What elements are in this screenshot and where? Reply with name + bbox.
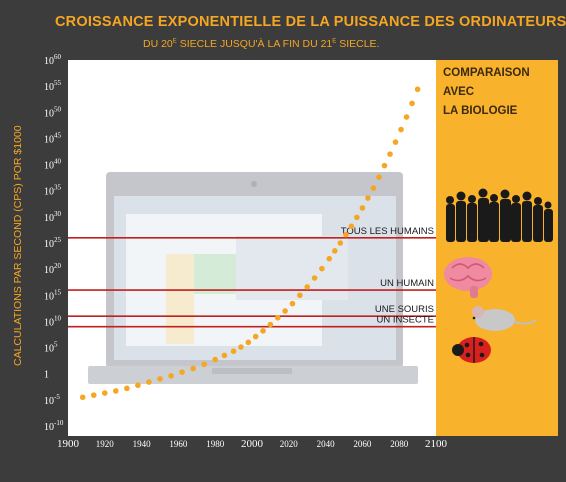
y-tick-label: 1015 xyxy=(44,288,62,302)
data-point xyxy=(179,369,185,375)
y-tick-label: 1025 xyxy=(44,236,62,250)
y-tick-label: 1035 xyxy=(44,184,62,198)
data-point xyxy=(260,328,266,334)
y-tick-label: 10-10 xyxy=(44,419,64,433)
data-point xyxy=(90,392,97,398)
x-tick-label: 1980 xyxy=(206,439,225,449)
reference-line-label: UN INSECTE xyxy=(376,315,434,326)
data-point xyxy=(79,394,86,401)
data-point xyxy=(343,231,349,238)
data-point xyxy=(230,348,237,355)
reference-line-label: UN HUMAIN xyxy=(380,278,434,289)
y-tick-label: 1045 xyxy=(44,131,62,145)
data-point xyxy=(267,321,274,328)
data-point xyxy=(135,382,141,389)
x-tick-label: 1920 xyxy=(96,439,115,449)
data-point xyxy=(376,174,382,180)
data-point xyxy=(221,352,228,359)
brain-icon xyxy=(444,257,492,298)
data-point xyxy=(409,100,415,107)
y-tick-label: 1 xyxy=(44,370,49,381)
data-point xyxy=(387,151,393,157)
data-point xyxy=(319,265,325,272)
data-point xyxy=(359,205,366,211)
laptop-background-icon xyxy=(88,172,418,384)
y-tick-label: 1050 xyxy=(44,105,62,119)
data-point xyxy=(392,139,399,145)
data-point xyxy=(311,275,318,281)
crowd-icon xyxy=(446,188,553,242)
data-point xyxy=(113,388,119,394)
data-point xyxy=(332,248,338,254)
data-point xyxy=(398,126,404,133)
data-point xyxy=(201,361,207,368)
chart-subtitle: DU 20E SIECLE JUSQU'À LA FIN DU 21E SIEC… xyxy=(143,38,380,50)
data-point xyxy=(190,365,196,372)
mouse-icon xyxy=(472,306,537,331)
data-point xyxy=(297,292,303,299)
y-axis-label: CALCULATIONS PAR SECOND (CPS) POR $1000 xyxy=(12,125,24,366)
y-tick-label: 1030 xyxy=(44,210,62,224)
x-tick-label: 2080 xyxy=(390,439,409,449)
data-point xyxy=(282,308,288,314)
x-tick-label: 2060 xyxy=(353,439,372,449)
x-tick-label: 2100 xyxy=(425,438,448,450)
data-point xyxy=(403,114,410,120)
x-tick-label: 2020 xyxy=(280,439,299,449)
data-point xyxy=(354,214,360,221)
y-tick-label: 105 xyxy=(44,341,58,355)
reference-line-label: UNE SOURIS xyxy=(375,304,434,315)
x-tick-label: 1900 xyxy=(57,438,80,450)
x-tick-label: 1940 xyxy=(133,439,152,449)
data-point xyxy=(304,284,311,290)
data-point xyxy=(146,379,152,385)
y-tick-label: 10-5 xyxy=(44,393,60,407)
x-tick-label: 1960 xyxy=(169,439,188,449)
data-point xyxy=(414,86,421,93)
data-point xyxy=(124,385,130,392)
data-point xyxy=(102,390,108,396)
chart-title: CROISSANCE EXPONENTIELLE DE LA PUISSANCE… xyxy=(55,14,566,30)
data-point xyxy=(337,240,344,246)
data-point xyxy=(289,300,296,307)
data-point xyxy=(381,162,388,169)
y-tick-label: 1020 xyxy=(44,262,62,276)
x-tick-label: 2040 xyxy=(317,439,336,449)
y-tick-label: 1010 xyxy=(44,314,62,328)
x-tick-label: 2000 xyxy=(241,438,264,450)
y-tick-label: 1040 xyxy=(44,158,62,172)
ladybug-icon xyxy=(452,337,491,363)
biology-panel xyxy=(436,60,558,436)
data-point xyxy=(252,333,259,340)
y-tick-label: 1060 xyxy=(44,53,62,67)
data-point xyxy=(157,376,163,382)
data-point xyxy=(212,356,218,363)
panel-title: COMPARAISON AVEC LA BIOLOGIE xyxy=(443,67,530,117)
data-point xyxy=(245,339,252,346)
data-point xyxy=(238,344,244,350)
data-point xyxy=(348,223,355,230)
data-point xyxy=(326,255,333,262)
y-tick-label: 1055 xyxy=(44,79,62,93)
data-point xyxy=(365,195,371,201)
reference-line-label: TOUS LES HUMAINS xyxy=(341,226,434,237)
data-point xyxy=(168,373,174,379)
data-point xyxy=(274,314,281,321)
data-point xyxy=(370,185,377,191)
